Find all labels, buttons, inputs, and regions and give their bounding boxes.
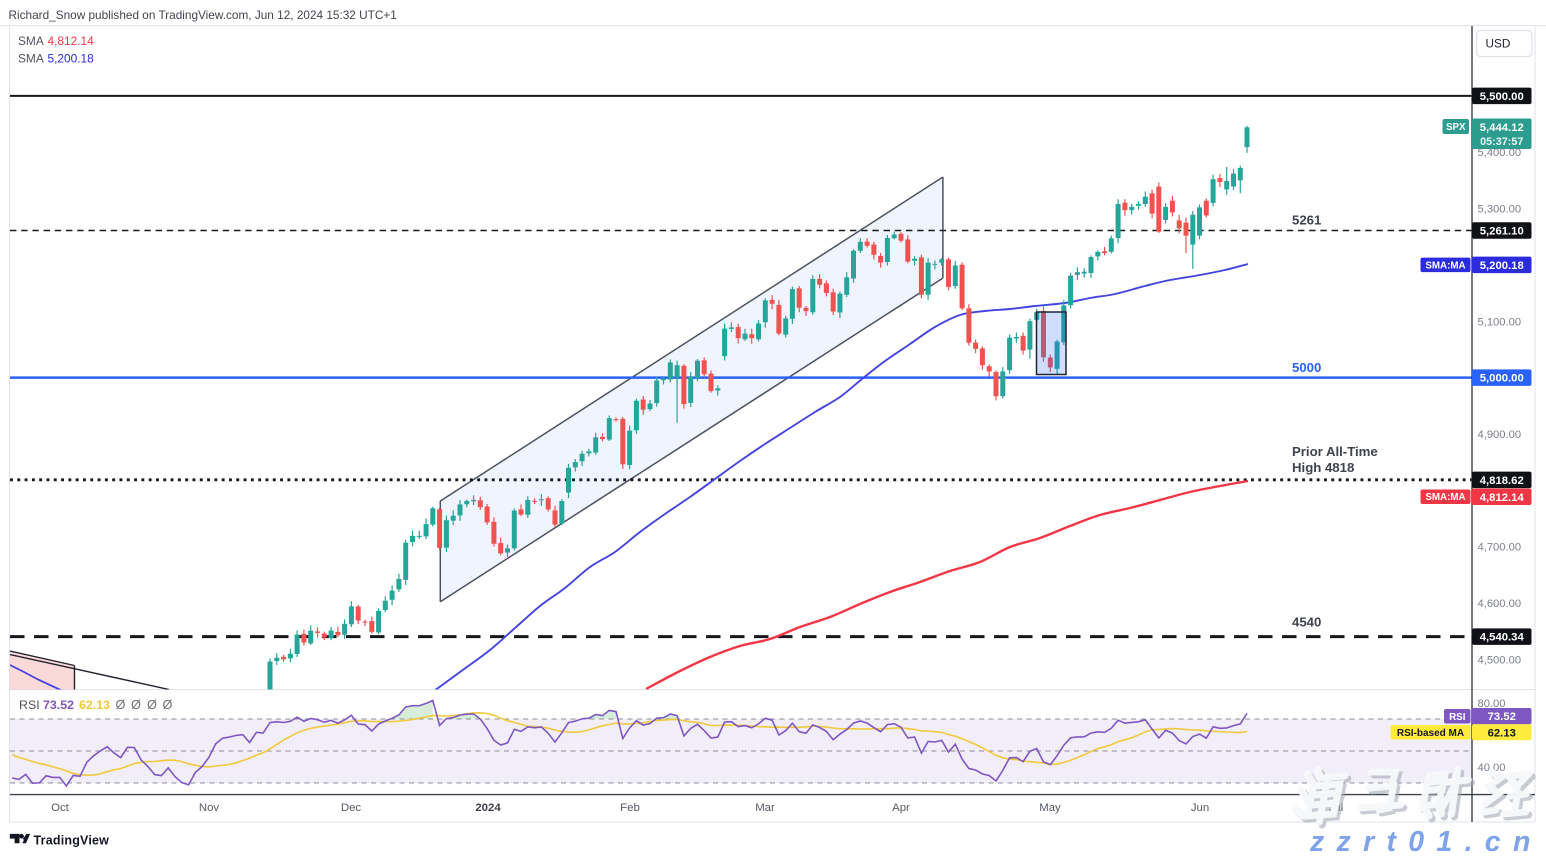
svg-text:4,500.00: 4,500.00	[1478, 654, 1522, 666]
svg-text:Ø: Ø	[116, 698, 126, 712]
svg-text:Ø: Ø	[147, 698, 157, 712]
svg-text:4,700.00: 4,700.00	[1478, 542, 1522, 554]
svg-text:Feb: Feb	[620, 802, 640, 814]
svg-text:5,200.18: 5,200.18	[1480, 260, 1524, 272]
svg-text:zzrt01.cn: zzrt01.cn	[1309, 826, 1543, 857]
svg-text:RSI-based MA: RSI-based MA	[1397, 728, 1464, 739]
svg-text:Ø: Ø	[163, 698, 173, 712]
svg-text:SPX: SPX	[1446, 122, 1466, 133]
svg-text:5,400.00: 5,400.00	[1478, 147, 1522, 159]
svg-text:73.52: 73.52	[1488, 711, 1516, 723]
svg-text:4,900.00: 4,900.00	[1478, 429, 1522, 441]
svg-text:RSI: RSI	[1449, 712, 1466, 723]
svg-text:Oct: Oct	[51, 802, 70, 814]
svg-text:May: May	[1039, 802, 1061, 814]
svg-text:80.00: 80.00	[1478, 698, 1506, 710]
svg-text:4,812.14: 4,812.14	[48, 34, 95, 48]
svg-text:5261: 5261	[1292, 213, 1321, 228]
svg-text:Richard_Snow published on Trad: Richard_Snow published on TradingView.co…	[9, 8, 397, 22]
svg-text:5000: 5000	[1292, 360, 1321, 375]
svg-text:Apr: Apr	[892, 802, 910, 814]
svg-text:SMA:MA: SMA:MA	[1425, 492, 1465, 503]
svg-text:62.13: 62.13	[1488, 727, 1516, 739]
svg-text:TradingView: TradingView	[34, 833, 110, 847]
svg-text:Prior All-Time: Prior All-Time	[1292, 444, 1378, 459]
svg-text:SMA: SMA	[18, 52, 44, 66]
svg-text:High 4818: High 4818	[1292, 460, 1354, 475]
svg-text:4,818.62: 4,818.62	[1480, 475, 1524, 487]
svg-text:Mar: Mar	[755, 802, 775, 814]
svg-text:5,200.18: 5,200.18	[48, 52, 95, 66]
svg-text:4,600.00: 4,600.00	[1478, 598, 1522, 610]
svg-text:Dec: Dec	[341, 802, 362, 814]
svg-text:4,812.14: 4,812.14	[1480, 492, 1525, 504]
svg-text:USD: USD	[1486, 37, 1511, 51]
svg-text:05:37:57: 05:37:57	[1480, 136, 1523, 148]
svg-text:5,300.00: 5,300.00	[1478, 204, 1522, 216]
svg-text:2024: 2024	[475, 802, 501, 814]
svg-text:RSI: RSI	[19, 698, 40, 712]
svg-text:Ø: Ø	[131, 698, 141, 712]
svg-text:4,540.34: 4,540.34	[1480, 632, 1525, 644]
svg-text:SMA:MA: SMA:MA	[1425, 260, 1465, 271]
svg-text:5,000.00: 5,000.00	[1480, 373, 1524, 385]
svg-text:73.52: 73.52	[43, 698, 74, 712]
svg-text:Nov: Nov	[199, 802, 220, 814]
svg-text:40.00: 40.00	[1478, 762, 1506, 774]
svg-text:5,261.10: 5,261.10	[1480, 226, 1524, 238]
svg-text:5,500.00: 5,500.00	[1480, 91, 1524, 103]
svg-text:SMA: SMA	[18, 34, 44, 48]
svg-text:62.13: 62.13	[79, 698, 110, 712]
svg-text:5,100.00: 5,100.00	[1478, 316, 1522, 328]
svg-text:5,444.12: 5,444.12	[1480, 122, 1524, 134]
svg-text:4540: 4540	[1292, 615, 1321, 630]
svg-text:Jun: Jun	[1191, 802, 1209, 814]
